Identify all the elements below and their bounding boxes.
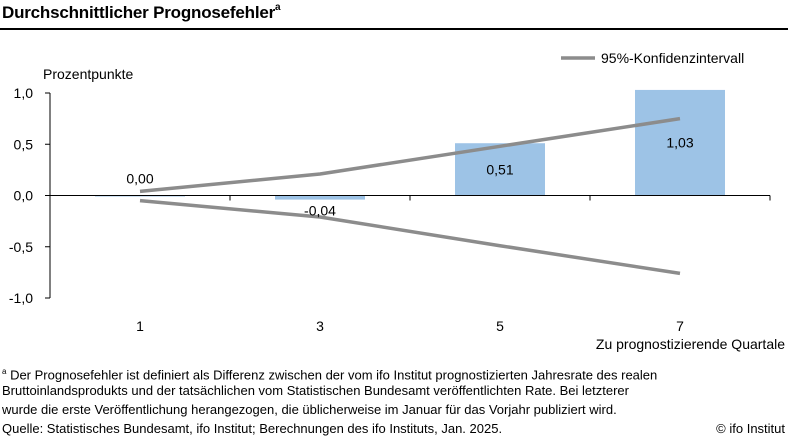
- y-axis-title: Prozentpunkte: [43, 66, 133, 82]
- legend-label: 95%-Konfidenzintervall: [601, 50, 744, 66]
- x-tick-label: 3: [316, 318, 324, 334]
- y-tick-label: 0,0: [14, 188, 34, 204]
- ci-lower-line: [140, 201, 680, 274]
- y-tick-label: -1,0: [9, 290, 33, 306]
- data-label: 0,00: [126, 171, 153, 187]
- source-note: Quelle: Statistisches Bundesamt, ifo Ins…: [2, 419, 788, 438]
- data-label: -0,04: [304, 203, 336, 219]
- y-tick-label: -0,5: [9, 239, 33, 255]
- footnote-line-2: Bruttoinlandsprodukts und der tatsächlic…: [2, 381, 788, 400]
- y-tick-label: 1,0: [14, 85, 34, 101]
- x-axis-title: Zu prognostizierende Quartale: [596, 336, 785, 352]
- copyright-note: © ifo Institut: [716, 419, 785, 438]
- y-tick-label: 0,5: [14, 136, 34, 152]
- x-tick-label: 5: [496, 318, 504, 334]
- ci-upper-line: [140, 119, 680, 192]
- bar: [275, 196, 365, 200]
- data-label: 1,03: [666, 135, 693, 151]
- footnote-line-3: wurde die erste Veröffentlichung herange…: [2, 400, 788, 419]
- x-tick-label: 1: [136, 318, 144, 334]
- data-label: 0,51: [486, 161, 513, 177]
- x-tick-label: 7: [676, 318, 684, 334]
- chart-area: 1,0 0,5 0,0 -0,5 -1,0 1 3 5 7 0,00 -0,04 0,51 1,03 Pr…: [0, 0, 788, 360]
